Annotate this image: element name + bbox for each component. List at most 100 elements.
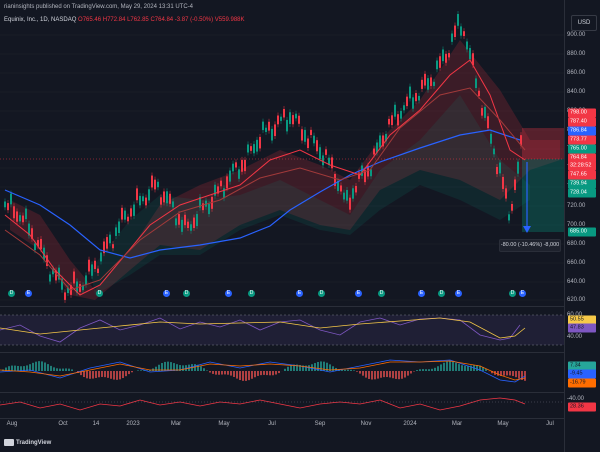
candle-body — [97, 268, 99, 273]
dividend-marker[interactable]: D — [509, 290, 516, 297]
macd-bar — [47, 364, 49, 371]
macd-bar — [38, 361, 40, 371]
candle-body — [292, 115, 294, 125]
dividend-marker[interactable]: D — [378, 290, 385, 297]
macd-bar — [404, 371, 406, 378]
candle-body — [310, 129, 312, 136]
earnings-marker[interactable]: E — [163, 290, 170, 297]
candle-body — [43, 247, 45, 260]
price-label: 798.00 — [568, 108, 596, 118]
earnings-marker[interactable]: E — [25, 290, 32, 297]
candle-body — [454, 25, 456, 37]
candle-body — [427, 78, 429, 90]
symbol-name: Equinix, Inc., 1D, NASDAQ — [4, 17, 77, 23]
candle-body — [271, 128, 273, 141]
dividend-marker[interactable]: D — [318, 290, 325, 297]
macd-bar — [302, 365, 304, 371]
macd-bar — [377, 371, 379, 379]
dividend-marker[interactable]: D — [183, 290, 190, 297]
candle-body — [499, 162, 501, 174]
macd-bar — [392, 371, 394, 379]
macd-bar — [491, 371, 493, 374]
candle-body — [22, 215, 24, 223]
macd-bar — [356, 371, 358, 372]
pane-separator[interactable] — [0, 306, 564, 307]
rsi-ma-line — [0, 317, 526, 339]
macd-bar — [524, 371, 526, 381]
candle-body — [76, 281, 78, 293]
macd-bar — [242, 371, 244, 381]
earnings-marker[interactable]: E — [455, 290, 462, 297]
dividend-marker[interactable]: D — [248, 290, 255, 297]
macd-bar — [17, 365, 19, 371]
candle-body — [388, 118, 390, 125]
macd-bar — [365, 371, 367, 378]
macd-bar — [416, 370, 418, 371]
candle-body — [343, 192, 345, 200]
pane-separator[interactable] — [0, 352, 564, 353]
candle-body — [484, 106, 486, 118]
candle-body — [94, 260, 96, 270]
macd-bar — [263, 371, 265, 375]
macd-bar — [218, 371, 220, 375]
macd-bar — [512, 371, 514, 377]
candle-body — [298, 115, 300, 124]
candle-body — [7, 203, 9, 211]
macd-bar — [353, 370, 355, 371]
grid-lines — [0, 34, 564, 301]
macd-bar — [116, 371, 118, 380]
price-label: 764.84 — [568, 153, 596, 163]
time-tick: Oct — [58, 421, 68, 427]
tradingview-logo[interactable]: TradingView — [4, 439, 51, 446]
candle-body — [103, 241, 105, 254]
dividend-marker[interactable]: D — [8, 290, 15, 297]
earnings-marker[interactable]: E — [519, 290, 526, 297]
macd-bar — [521, 371, 523, 380]
macd-bar — [59, 368, 61, 371]
cloud-fill-green — [90, 95, 530, 295]
candle-body — [514, 179, 516, 190]
currency-button[interactable]: USD — [571, 15, 597, 31]
candle-body — [379, 135, 381, 148]
candle-body — [139, 195, 141, 206]
macd-bar — [317, 361, 319, 371]
candle-body — [322, 155, 324, 166]
candle-body — [346, 190, 348, 201]
macd-bar — [257, 371, 259, 376]
candle-body — [358, 172, 360, 179]
candle-body — [4, 201, 6, 208]
macd-bar — [95, 371, 97, 378]
candle-body — [325, 149, 327, 155]
ma-red-line — [4, 59, 526, 296]
macd-bar — [65, 368, 67, 371]
candle-body — [433, 81, 435, 86]
time-tick: Mar — [170, 421, 182, 427]
candle-body — [430, 77, 432, 86]
dividend-marker[interactable]: D — [96, 290, 103, 297]
macd-bar — [50, 365, 52, 371]
macd-bar — [197, 364, 199, 371]
symbol-legend[interactable]: Equinix, Inc., 1D, NASDAQ O765.46 H772.8… — [4, 17, 245, 23]
price-label: 685.00 — [568, 227, 596, 237]
macd-bar — [440, 364, 442, 371]
time-tick: May — [497, 421, 509, 427]
price-axis[interactable] — [564, 0, 600, 452]
earnings-marker[interactable]: E — [418, 290, 425, 297]
candle-body — [19, 215, 21, 222]
macd-bar — [395, 371, 397, 379]
pane-separator[interactable] — [0, 392, 564, 393]
macd-bar — [485, 368, 487, 371]
macd-bar — [113, 371, 115, 380]
earnings-marker[interactable]: E — [225, 290, 232, 297]
candle-body — [148, 189, 150, 201]
price-chart[interactable] — [0, 0, 564, 452]
candle-body — [229, 170, 231, 182]
candle-body — [397, 114, 399, 126]
macd-bar — [386, 371, 388, 378]
earnings-marker[interactable]: E — [355, 290, 362, 297]
macd-bar — [476, 365, 478, 371]
dividend-marker[interactable]: D — [438, 290, 445, 297]
macd-bar — [107, 371, 109, 378]
earnings-marker[interactable]: E — [296, 290, 303, 297]
candle-body — [115, 227, 117, 236]
